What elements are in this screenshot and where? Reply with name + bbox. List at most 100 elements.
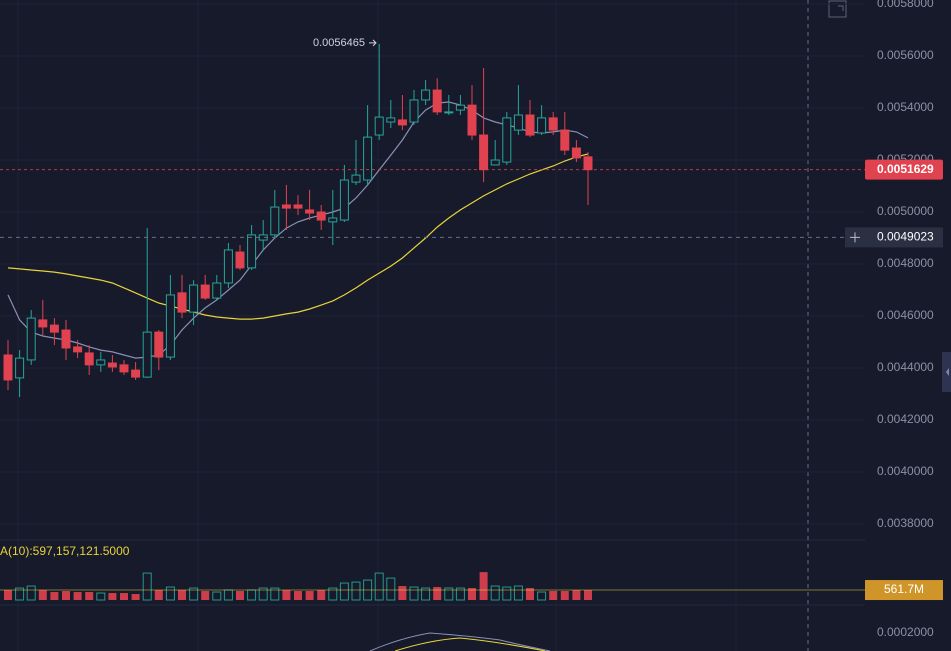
candle-body bbox=[386, 117, 396, 123]
volume-bar bbox=[444, 587, 454, 601]
candle-body bbox=[26, 317, 36, 361]
candle-body bbox=[15, 357, 25, 379]
y-tick-label: 0.0056000 bbox=[877, 48, 934, 62]
crosshair-plus bbox=[850, 232, 860, 243]
candle-body bbox=[305, 209, 315, 214]
candle-body bbox=[432, 89, 442, 113]
candle-body bbox=[409, 99, 419, 123]
candle-body bbox=[583, 156, 593, 171]
candle-body bbox=[571, 147, 581, 159]
candle-body bbox=[537, 117, 547, 134]
moving-average bbox=[7, 153, 589, 320]
volume-bar bbox=[120, 593, 128, 600]
candle-body bbox=[281, 204, 291, 209]
volume-bar bbox=[258, 587, 268, 601]
candle-body bbox=[212, 282, 222, 299]
candle-body bbox=[502, 117, 512, 163]
volume-bar bbox=[165, 586, 175, 601]
volume-bar bbox=[374, 572, 384, 601]
last-price-box bbox=[865, 159, 943, 180]
volume-bar bbox=[96, 592, 106, 601]
volume-bar bbox=[339, 582, 349, 601]
volume-bar bbox=[421, 587, 431, 601]
indicator-tick-label: 0.0002000 bbox=[877, 625, 934, 639]
volume-label: 561.7M bbox=[884, 582, 924, 596]
candle-body bbox=[165, 294, 175, 358]
volume-ma-label: A(10):597,157,121.5000 bbox=[0, 544, 130, 558]
volume-bar bbox=[398, 586, 407, 600]
crosshair-price-box bbox=[865, 227, 943, 248]
candle-body bbox=[200, 284, 210, 299]
y-tick-label: 0.0058000 bbox=[877, 0, 934, 10]
volume-bar bbox=[549, 591, 558, 600]
candle-body bbox=[154, 331, 164, 358]
candle-body bbox=[293, 204, 303, 209]
volume-bar bbox=[560, 591, 569, 600]
candle-body bbox=[270, 206, 280, 236]
candle-body bbox=[328, 217, 338, 223]
volume-bar bbox=[131, 594, 140, 600]
indicator-line bbox=[394, 637, 546, 651]
candle-body bbox=[351, 174, 361, 183]
candle-body bbox=[131, 369, 141, 378]
volume-bar bbox=[189, 587, 199, 601]
volume-bar bbox=[73, 592, 82, 600]
volume-bar bbox=[108, 593, 117, 600]
volume-bar bbox=[212, 591, 222, 601]
volume-bar bbox=[328, 587, 338, 601]
candle-body bbox=[3, 354, 13, 381]
y-tick-label: 0.0042000 bbox=[877, 412, 934, 426]
indicator-line bbox=[369, 632, 551, 651]
candle-body bbox=[421, 89, 431, 101]
candle-body bbox=[374, 116, 384, 136]
fullscreen-icon[interactable] bbox=[828, 0, 847, 18]
volume-bar bbox=[433, 587, 442, 600]
volume-bar bbox=[38, 590, 47, 600]
candle-body bbox=[363, 136, 373, 181]
volume-bar bbox=[201, 591, 210, 600]
candle-body bbox=[548, 117, 558, 131]
max-arrow bbox=[369, 39, 377, 47]
candle-body bbox=[455, 104, 465, 111]
candle-body bbox=[84, 352, 94, 366]
last-price-label: 0.0051629 bbox=[877, 162, 934, 176]
y-tick-label: 0.0044000 bbox=[877, 360, 934, 374]
y-tick-label: 0.0054000 bbox=[877, 100, 934, 114]
fullscreen-glyph bbox=[838, 5, 844, 11]
volume-bar bbox=[4, 590, 12, 600]
crosshair-price-label: 0.0049023 bbox=[877, 230, 934, 244]
volume-bar bbox=[526, 588, 534, 600]
volume-bar bbox=[270, 587, 280, 601]
volume-bar bbox=[294, 591, 302, 600]
volume-bar bbox=[178, 590, 186, 600]
candle-body bbox=[73, 346, 83, 353]
candle-body bbox=[177, 292, 187, 313]
candle-body bbox=[61, 329, 71, 349]
volume-bar bbox=[513, 585, 523, 601]
candle-body bbox=[142, 331, 152, 378]
volume-bar bbox=[468, 588, 476, 600]
volume-bar bbox=[85, 592, 94, 600]
candle-body bbox=[107, 362, 117, 368]
volume-bar bbox=[409, 586, 419, 601]
candle-body bbox=[119, 364, 129, 373]
y-tick-label: 0.0048000 bbox=[877, 256, 934, 270]
candle-body bbox=[235, 251, 245, 269]
moving-average bbox=[7, 101, 589, 359]
volume-bar bbox=[584, 590, 592, 600]
volume-bar bbox=[154, 590, 163, 600]
volume-bar bbox=[236, 591, 244, 600]
max-price-label: 0.0056465 bbox=[313, 37, 365, 49]
volume-bar bbox=[142, 572, 152, 601]
y-tick-label: 0.0050000 bbox=[877, 204, 934, 218]
candle-body bbox=[247, 234, 257, 269]
volume-bar bbox=[26, 585, 36, 601]
y-tick-label: 0.0038000 bbox=[877, 516, 934, 530]
candle-body bbox=[467, 104, 477, 136]
candle-body bbox=[513, 114, 523, 131]
candle-body bbox=[316, 211, 326, 221]
y-tick-label: 0.0040000 bbox=[877, 464, 934, 478]
candle-body bbox=[38, 319, 48, 328]
volume-bar bbox=[15, 587, 25, 601]
